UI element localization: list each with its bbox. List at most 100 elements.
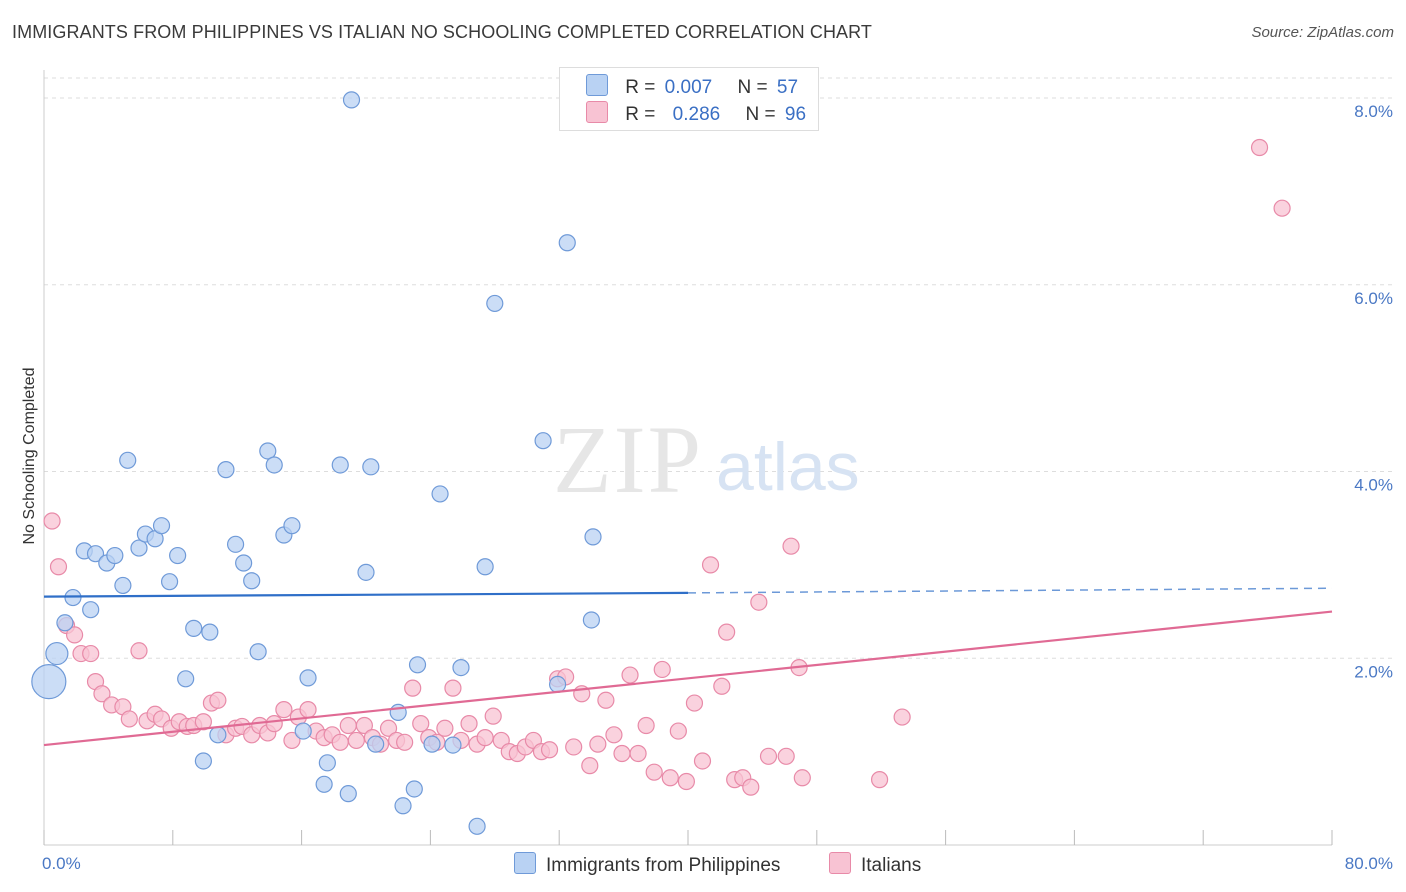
data-point <box>404 679 422 697</box>
data-point <box>645 763 663 781</box>
data-point <box>565 738 583 756</box>
n-value: 96 <box>784 104 807 125</box>
philippines-swatch <box>514 852 536 874</box>
data-point <box>130 642 148 660</box>
data-point <box>82 601 100 619</box>
data-point <box>629 744 647 763</box>
data-point <box>217 461 235 479</box>
data-point <box>177 670 195 688</box>
data-point <box>436 719 454 737</box>
data-point <box>558 234 576 252</box>
legend-label: Immigrants from Philippines <box>546 855 781 876</box>
data-point <box>265 715 283 733</box>
x-tick-label: 80.0% <box>1345 854 1393 873</box>
data-point <box>315 775 333 793</box>
data-point <box>209 691 227 709</box>
data-point <box>65 626 84 644</box>
data-point <box>621 666 639 684</box>
data-point <box>194 713 212 731</box>
data-point <box>444 736 462 754</box>
data-point <box>299 701 317 719</box>
data-point <box>318 754 336 772</box>
data-point <box>431 485 449 503</box>
trend-line <box>43 610 1333 747</box>
data-point <box>56 614 74 632</box>
data-point <box>275 701 293 719</box>
y-axis-title: No Schooling Completed <box>21 368 38 545</box>
data-point <box>106 546 124 565</box>
data-point <box>194 752 212 770</box>
data-point <box>476 729 494 747</box>
data-point <box>82 644 100 663</box>
data-point <box>185 619 203 637</box>
data-point <box>226 535 245 553</box>
data-point <box>43 512 61 530</box>
italians-swatch <box>829 852 851 874</box>
data-point <box>362 458 380 476</box>
data-point <box>548 675 567 693</box>
data-point <box>476 558 494 576</box>
data-point <box>793 769 811 787</box>
data-point <box>342 91 361 109</box>
data-point <box>339 716 357 735</box>
watermark: ZIP atlas <box>553 406 860 513</box>
source-credit: Source: ZipAtlas.com <box>1251 24 1394 41</box>
data-point <box>777 747 795 765</box>
stats-legend: R = 0.007 N = 57 R = 0.286 N = 96 <box>559 67 819 131</box>
data-point <box>1250 138 1269 157</box>
data-point <box>283 517 301 535</box>
data-point <box>86 545 105 563</box>
trend-lines <box>43 587 1333 747</box>
y-tick-label: 6.0% <box>1354 289 1393 308</box>
r-value: 0.286 <box>672 104 721 125</box>
data-point <box>468 817 486 835</box>
data-point <box>1273 199 1291 217</box>
data-point <box>119 451 137 469</box>
trend-line <box>43 591 689 598</box>
y-tick-label: 8.0% <box>1354 102 1393 121</box>
y-tick-label: 4.0% <box>1354 476 1393 495</box>
r-value: 0.007 <box>664 77 713 98</box>
data-point <box>209 726 227 744</box>
r-label: R = <box>625 77 656 98</box>
data-point <box>49 558 68 576</box>
data-point <box>339 785 357 803</box>
watermark-zip: ZIP <box>553 406 703 513</box>
chart-title: IMMIGRANTS FROM PHILIPPINES VS ITALIAN N… <box>12 22 873 42</box>
data-point <box>444 679 462 697</box>
x-tick-label: 0.0% <box>42 854 81 873</box>
italians-points <box>43 138 1291 796</box>
data-point <box>597 691 615 709</box>
data-point <box>713 677 731 695</box>
data-point <box>299 669 317 687</box>
data-point <box>152 517 171 535</box>
data-point <box>408 656 427 674</box>
data-point <box>405 780 423 798</box>
data-point <box>605 726 623 744</box>
data-point <box>130 539 148 557</box>
data-point <box>160 573 179 591</box>
data-point <box>581 757 599 775</box>
data-point <box>484 707 502 725</box>
data-point <box>169 546 187 565</box>
data-point <box>685 694 704 712</box>
data-point <box>750 593 768 611</box>
data-point <box>534 432 552 450</box>
trend-line-extension <box>687 587 1333 594</box>
n-label: N = <box>745 104 776 125</box>
data-point <box>637 716 655 735</box>
data-point <box>486 294 504 313</box>
legend-item-philippines: Immigrants from Philippines <box>514 852 780 877</box>
y-tick-label: 2.0% <box>1354 662 1393 681</box>
axes <box>43 70 1333 846</box>
data-point <box>93 685 111 703</box>
legend-item-italians: Italians <box>829 852 921 877</box>
philippines-swatch <box>586 74 608 96</box>
data-point <box>357 563 375 581</box>
data-point <box>742 778 760 796</box>
data-point <box>355 716 373 735</box>
data-point <box>379 719 398 737</box>
data-point <box>243 572 261 590</box>
watermark-atlas: atlas <box>716 429 860 505</box>
data-point <box>701 556 720 574</box>
